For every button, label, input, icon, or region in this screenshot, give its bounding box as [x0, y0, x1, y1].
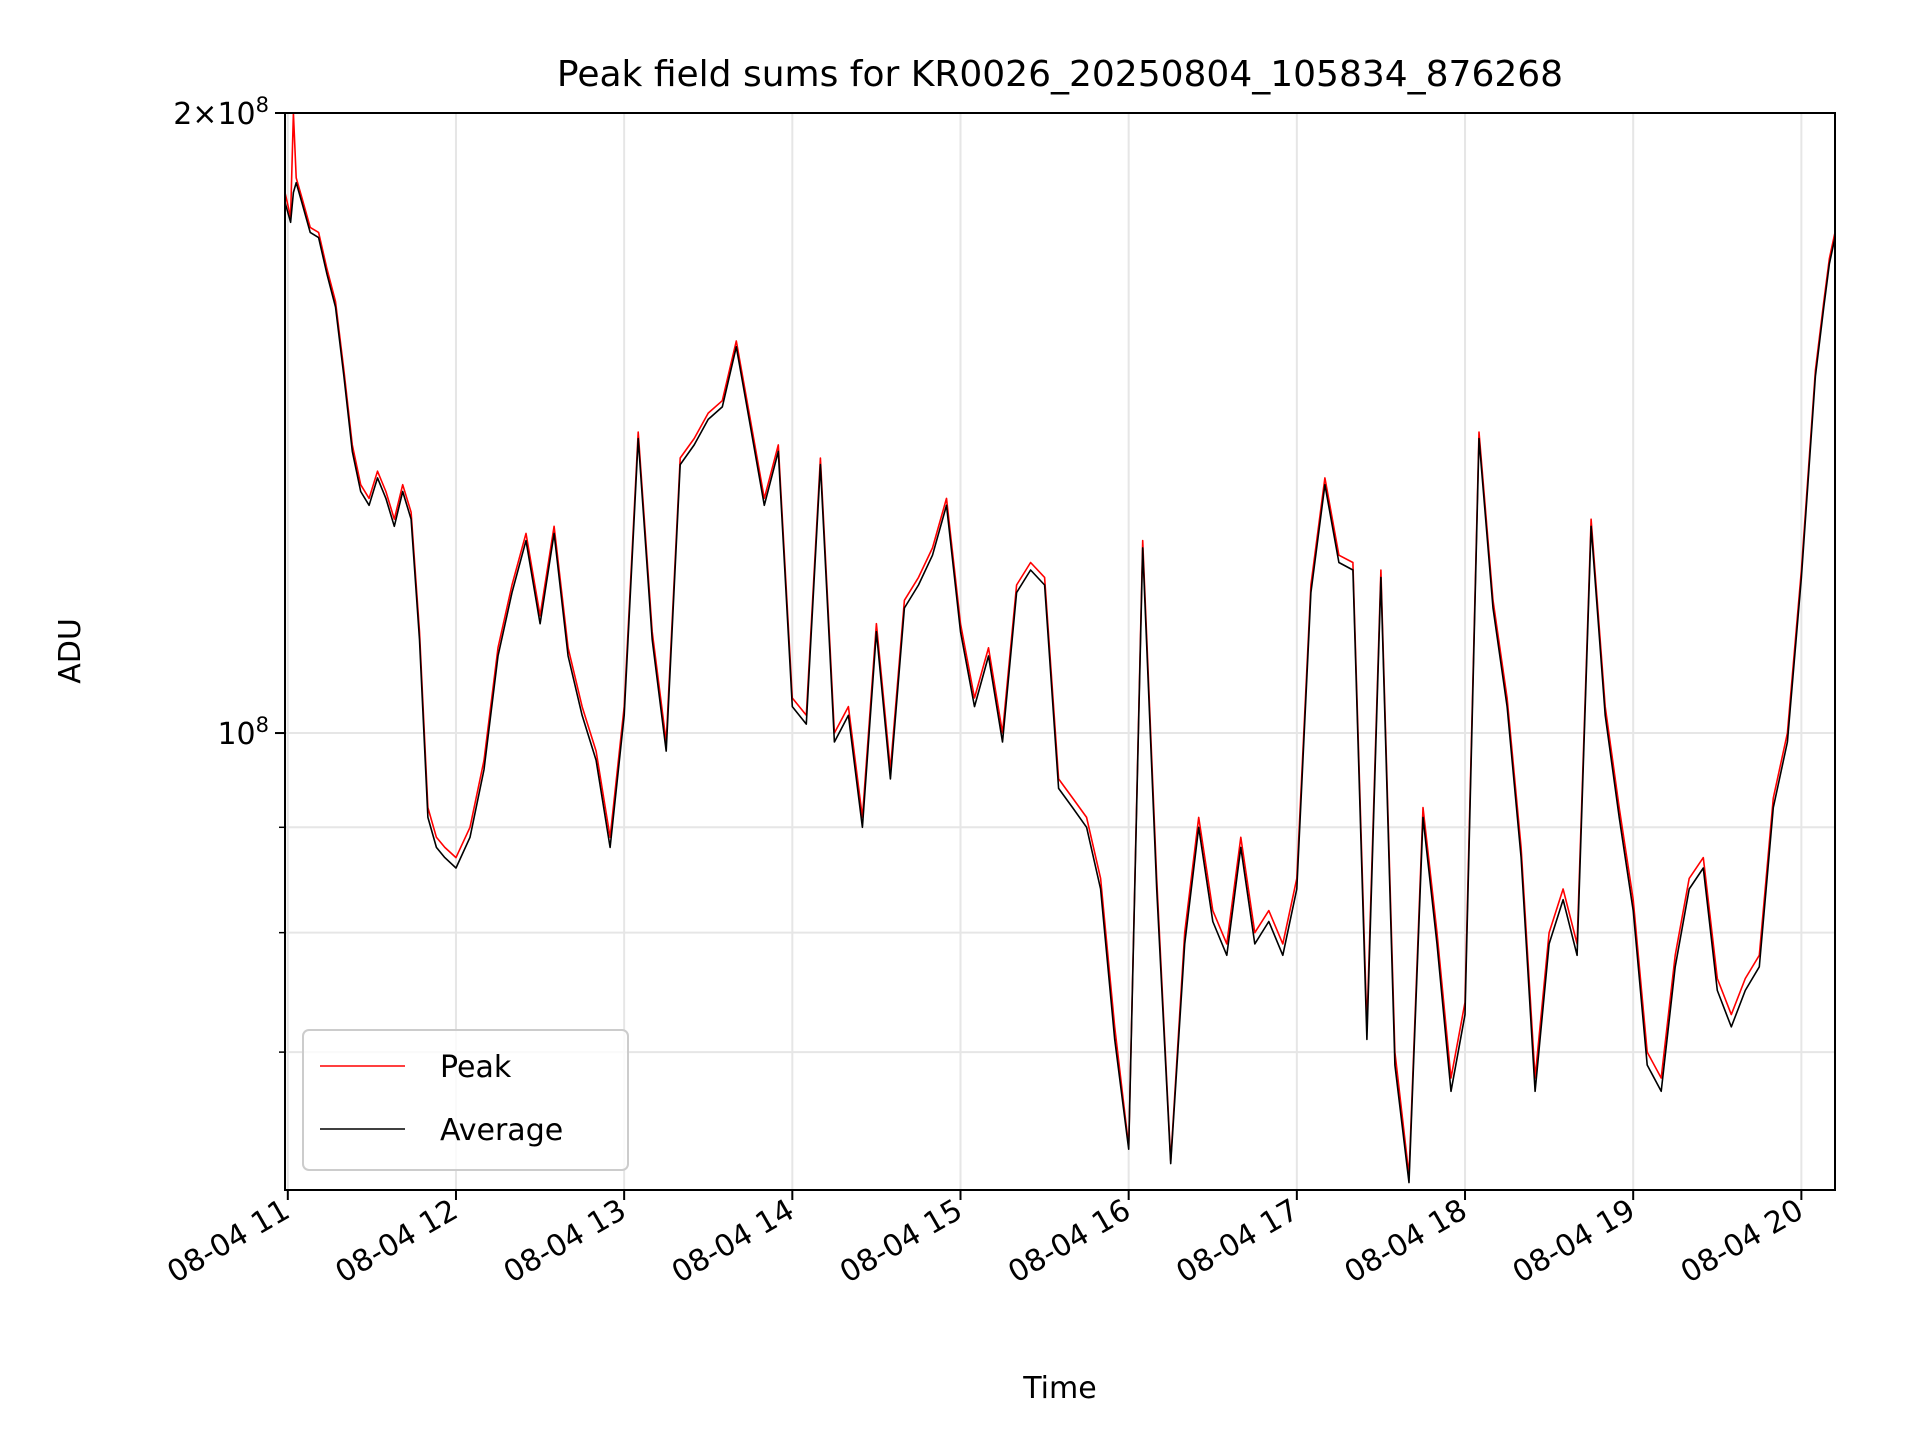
- x-tick-label: 08-04 14: [666, 1193, 800, 1291]
- x-tick-label: 08-04 13: [498, 1193, 632, 1291]
- plot-frame: [284, 112, 1836, 1191]
- x-axis-label: Time: [1022, 1371, 1096, 1406]
- legend-label-peak: Peak: [440, 1050, 512, 1085]
- y-axis: 108 2×108: [173, 93, 285, 1053]
- data-lines: [285, 113, 1835, 1184]
- legend-label-average: Average: [440, 1113, 563, 1148]
- x-tick-label: 08-04 11: [161, 1193, 295, 1291]
- grid: [285, 112, 1835, 1190]
- y-axis-label: ADU: [53, 618, 88, 684]
- y-tick-label: 2×108: [173, 93, 269, 132]
- x-tick-label: 08-04 15: [834, 1193, 968, 1291]
- series-line-peak: [285, 113, 1835, 1176]
- series-line-average: [285, 181, 1835, 1184]
- x-tick-label: 08-04 19: [1507, 1193, 1641, 1291]
- x-axis: 08-04 11 08-04 12 08-04 13 08-04 14 08-04 15…: [161, 1190, 1809, 1290]
- legend: Peak Average: [302, 1029, 629, 1171]
- chart-title: Peak field sums for KR0026_20250804_1058…: [557, 54, 1563, 95]
- x-tick-label: 08-04 18: [1339, 1193, 1473, 1291]
- y-tick-label: 108: [217, 713, 269, 752]
- x-tick-label: 08-04 17: [1171, 1193, 1305, 1291]
- legend-box: [302, 1029, 629, 1171]
- x-tick-label: 08-04 20: [1675, 1193, 1809, 1291]
- x-tick-label: 08-04 16: [1002, 1193, 1136, 1291]
- x-tick-label: 08-04 12: [330, 1193, 464, 1291]
